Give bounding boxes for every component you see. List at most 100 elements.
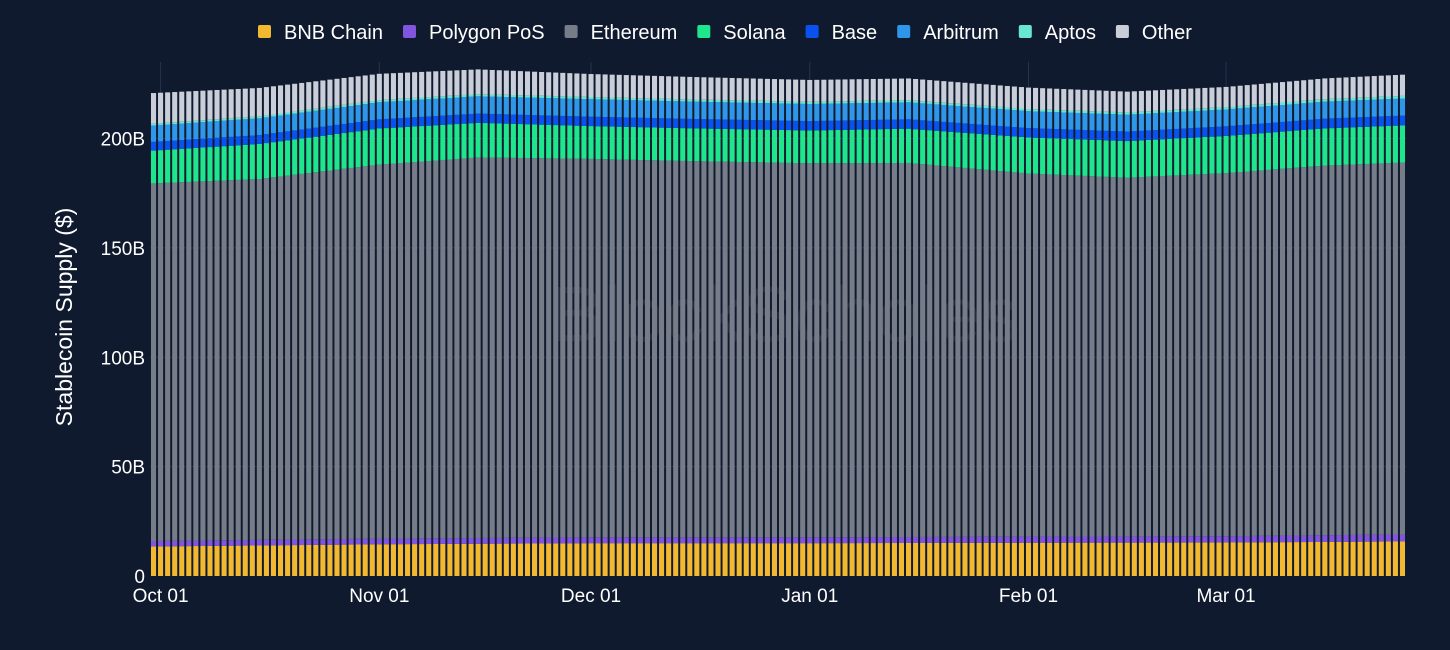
bar-segment-polygon-pos	[1068, 536, 1074, 543]
bar-segment-ethereum	[581, 158, 587, 538]
bar-segment-solana	[1279, 131, 1286, 169]
bar-segment-bnb-chain	[320, 544, 326, 576]
bar-segment-solana	[249, 144, 255, 180]
legend-item-solana[interactable]: Solana	[697, 22, 786, 44]
bar-segment-bnb-chain	[687, 543, 693, 576]
bar-segment-base	[898, 119, 905, 129]
bar-segment-arbitrum	[708, 102, 714, 120]
bar-segment-ethereum	[496, 157, 502, 538]
bar-segment-arbitrum	[1399, 98, 1406, 116]
bar-segment-aptos	[1174, 109, 1180, 113]
bar-segment-arbitrum	[1287, 104, 1293, 122]
bar-segment-other	[1322, 78, 1328, 100]
bar-segment-polygon-pos	[934, 536, 940, 543]
bar-segment-ethereum	[637, 159, 643, 538]
bar-segment-base	[764, 120, 770, 130]
bar-segment-bnb-chain	[1279, 542, 1286, 576]
bar-segment-base	[757, 120, 763, 130]
bar-segment-solana	[856, 129, 862, 164]
bar-segment-other	[1040, 88, 1046, 110]
bar-segment-solana	[913, 129, 919, 164]
bar-segment-polygon-pos	[397, 538, 404, 545]
bar-segment-aptos	[468, 94, 474, 97]
bar-segment-aptos	[701, 99, 707, 102]
bar-segment-base	[715, 119, 721, 129]
bar-segment-polygon-pos	[1117, 536, 1123, 543]
bar-segment-other	[651, 75, 658, 99]
bar-segment-base	[341, 123, 347, 134]
legend-item-ethereum[interactable]: Ethereum	[564, 22, 678, 44]
bar-segment-bnb-chain	[475, 543, 481, 576]
bar-segment-ethereum	[1350, 164, 1356, 535]
legend[interactable]: BNB Chain Polygon PoS Ethereum Solana Base Ar…	[258, 22, 1192, 44]
bar-segment-arbitrum	[1209, 110, 1215, 128]
bar-segment-other	[574, 73, 580, 97]
bar-segment-polygon-pos	[969, 536, 975, 543]
bar-segment-ethereum	[1343, 164, 1349, 535]
bar-segment-other	[969, 83, 975, 105]
bar-segment-arbitrum	[1181, 111, 1187, 129]
bar-segment-other	[517, 71, 523, 96]
bar-segment-aptos	[1096, 111, 1102, 114]
bar-segment-ethereum	[891, 163, 897, 538]
bar-segment-base	[1096, 130, 1102, 141]
bar-segment-arbitrum	[1103, 113, 1109, 131]
legend-item-aptos[interactable]: Aptos	[1018, 22, 1096, 44]
bar-segment-solana	[447, 124, 453, 160]
legend-item-other[interactable]: Other	[1115, 22, 1192, 44]
bar-segment-arbitrum	[221, 120, 227, 138]
bar-segment-other	[292, 83, 298, 112]
bar-segment-bnb-chain	[1174, 542, 1180, 576]
bar-segment-solana	[553, 125, 559, 159]
bar-segment-solana	[884, 129, 890, 164]
bar-segment-aptos	[906, 100, 912, 103]
bar-segment-ethereum	[1096, 176, 1102, 537]
bar-segment-bnb-chain	[771, 543, 778, 576]
legend-item-bnb-chain[interactable]: BNB Chain	[258, 22, 383, 44]
bar-segment-bnb-chain	[906, 542, 912, 576]
bar-segment-bnb-chain	[1272, 542, 1278, 576]
bar-segment-aptos	[1040, 109, 1046, 112]
bar-segment-other	[369, 74, 375, 102]
bar-segment-base	[877, 119, 883, 130]
bar-segment-other	[1272, 82, 1278, 104]
bar-segment-arbitrum	[574, 98, 580, 117]
bar-segment-arbitrum	[482, 96, 488, 114]
bar-segment-arbitrum	[158, 124, 164, 142]
bar-segment-arbitrum	[1110, 114, 1116, 132]
bar-segment-bnb-chain	[920, 542, 926, 576]
bar-segment-arbitrum	[736, 102, 742, 120]
bar-segment-polygon-pos	[313, 539, 319, 545]
bar-segment-aptos	[405, 98, 411, 101]
bar-segment-aptos	[1082, 110, 1088, 114]
bar-segment-aptos	[461, 94, 467, 98]
bar-segment-other	[644, 75, 650, 99]
legend-item-polygon-pos[interactable]: Polygon PoS	[403, 22, 545, 44]
bar-segment-other	[814, 79, 820, 102]
bar-segment-arbitrum	[270, 116, 277, 134]
bar-segment-arbitrum	[814, 103, 820, 121]
bar-segment-base	[263, 134, 269, 144]
bar-segment-aptos	[475, 94, 481, 97]
bar-segment-ethereum	[835, 163, 841, 538]
bar-segment-other	[482, 69, 488, 95]
bar-segment-other	[1152, 90, 1159, 111]
bar-segment-base	[1357, 117, 1363, 128]
bar-segment-bnb-chain	[292, 545, 298, 576]
bar-segment-other	[1103, 90, 1109, 112]
bar-segment-solana	[489, 123, 495, 158]
bar-segment-base	[1322, 118, 1328, 129]
bar-segment-bnb-chain	[1357, 541, 1363, 576]
bar-segment-ethereum	[292, 174, 298, 540]
legend-item-arbitrum[interactable]: Arbitrum	[897, 22, 999, 44]
bar-segment-solana	[807, 130, 813, 164]
bar-segment-aptos	[158, 123, 164, 125]
bar-segment-aptos	[313, 108, 319, 111]
bar-segment-solana	[1103, 140, 1109, 177]
bar-segment-polygon-pos	[292, 539, 298, 546]
bar-segment-ethereum	[1025, 173, 1032, 537]
legend-item-base[interactable]: Base	[805, 22, 878, 44]
bar-segment-polygon-pos	[242, 540, 248, 546]
bar-segment-polygon-pos	[1223, 536, 1229, 543]
bar-segment-solana	[694, 128, 700, 162]
